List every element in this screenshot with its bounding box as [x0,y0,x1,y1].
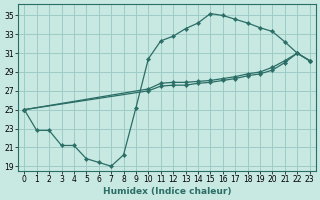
X-axis label: Humidex (Indice chaleur): Humidex (Indice chaleur) [103,187,231,196]
